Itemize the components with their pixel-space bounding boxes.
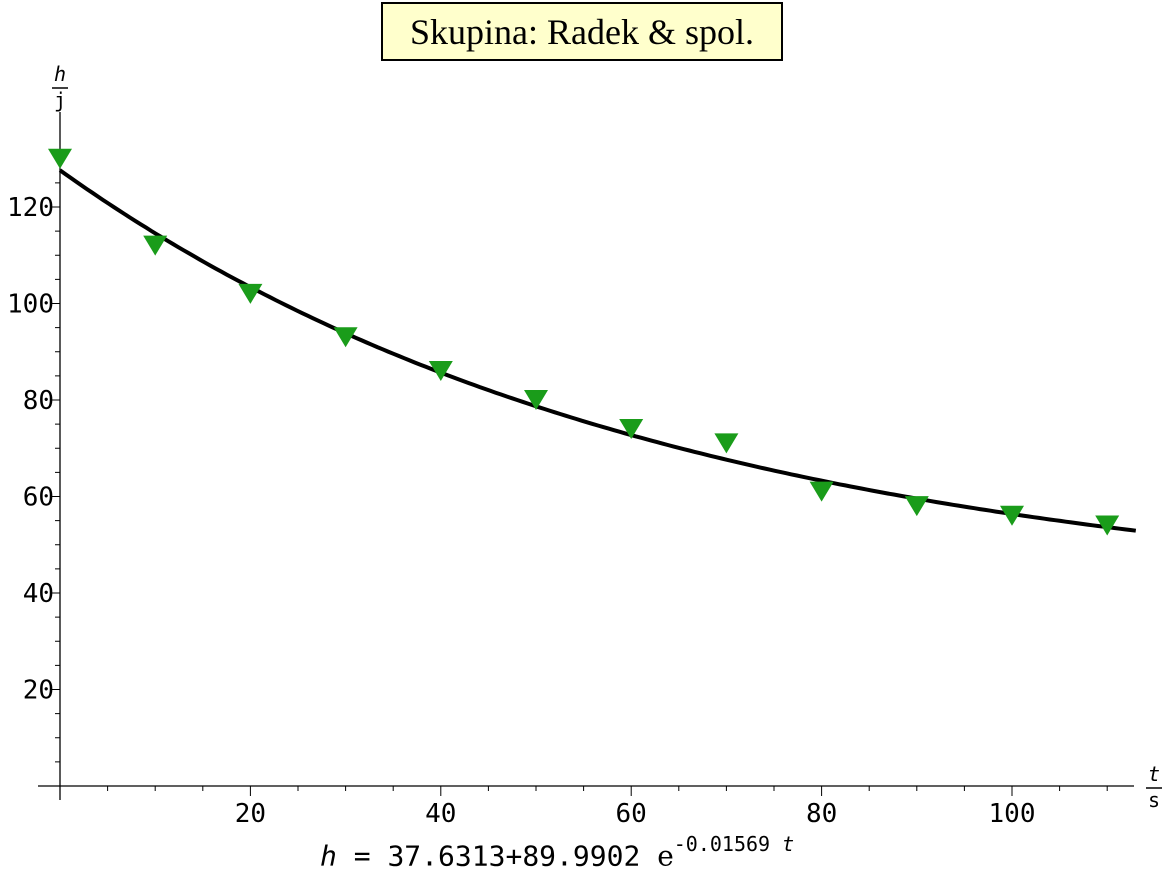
y-tick-label: 100 [7, 290, 54, 320]
data-point [1095, 515, 1120, 536]
axes [38, 112, 1134, 800]
equation-exponent-value: -0.01569 [673, 832, 771, 856]
chart-title: Skupina: Radek & spol. [381, 2, 783, 61]
y-tick-label: 80 [23, 386, 54, 416]
equation-lhs: h [320, 839, 337, 873]
data-point [143, 235, 168, 256]
y-unit-denominator: j [54, 88, 66, 112]
equation-coefficient: 89.9902 [522, 839, 641, 873]
axis-labels: h j t s [52, 62, 1162, 812]
data-point [48, 148, 72, 169]
x-tick-label: 20 [235, 799, 266, 829]
equation-equals: = [353, 839, 371, 873]
x-unit-denominator: s [1148, 788, 1160, 812]
data-point [333, 327, 358, 348]
data-point [238, 283, 263, 304]
x-tick-label: 80 [806, 799, 837, 829]
y-tick-label: 120 [7, 193, 54, 223]
y-tick-label: 60 [23, 483, 54, 513]
data-point [904, 496, 929, 517]
x-unit-numerator: t [1148, 762, 1160, 786]
equation-constant: 37.6313 [387, 839, 506, 873]
x-tick-label: 60 [616, 799, 647, 829]
y-unit-numerator: h [54, 62, 66, 86]
fit-curve-group [58, 168, 1137, 533]
data-point [619, 418, 644, 439]
fit-curve [58, 168, 1137, 533]
fit-equation: h = 37.6313+89.9902 e-0.01569 t [320, 832, 794, 876]
equation-plus: + [505, 839, 523, 873]
data-points [48, 148, 1120, 536]
equation-base: e [657, 839, 674, 873]
x-tick-label: 100 [989, 799, 1036, 829]
y-tick-label: 40 [23, 579, 54, 609]
ticks: 20 40 60 80 100 20 40 60 80 100 120 [7, 158, 1108, 829]
data-point [1000, 505, 1024, 526]
data-point [524, 390, 548, 410]
data-point [428, 361, 453, 382]
x-tick-label: 40 [425, 799, 456, 829]
equation-exponent: -0.01569 t [674, 832, 794, 856]
y-tick-label: 20 [23, 676, 54, 706]
data-point [809, 481, 834, 502]
data-point [714, 433, 739, 454]
equation-exponent-var: t [782, 832, 795, 856]
